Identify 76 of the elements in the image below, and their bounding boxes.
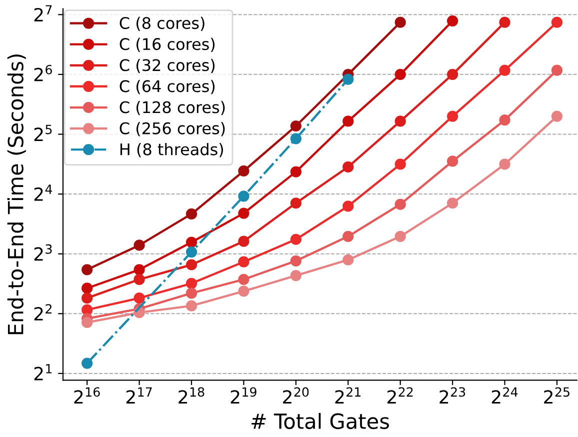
y-tick-label: 2$^{4}$ <box>34 184 52 201</box>
point <box>134 292 145 304</box>
point <box>342 230 354 242</box>
point <box>290 166 302 178</box>
x-tick-label: 2$^{24}$ <box>492 387 518 404</box>
point <box>446 156 458 167</box>
point <box>238 256 250 268</box>
point <box>446 15 458 26</box>
point <box>551 16 562 28</box>
point <box>238 165 250 177</box>
point <box>82 292 93 304</box>
point <box>342 200 354 212</box>
point <box>499 158 510 170</box>
point <box>394 158 406 170</box>
point <box>394 68 406 80</box>
y-tick-label: 2$^{6}$ <box>34 64 52 82</box>
point <box>290 120 302 132</box>
point <box>499 114 510 126</box>
point <box>342 116 354 127</box>
point <box>82 316 93 328</box>
point <box>551 64 562 76</box>
point <box>134 264 145 276</box>
point <box>446 110 458 122</box>
point <box>186 278 198 289</box>
legend-label: H (8 threads) <box>120 143 223 158</box>
x-axis-title: # Total Gates <box>251 412 389 430</box>
y-tick-label: 2$^{5}$ <box>34 124 52 141</box>
point <box>186 236 198 248</box>
x-tick-label: 2$^{23}$ <box>440 387 466 404</box>
point <box>290 234 302 245</box>
point <box>186 208 198 220</box>
point <box>290 270 302 282</box>
legend-label: C (128 cores) <box>120 100 225 116</box>
y-tick-label: 2$^{7}$ <box>34 5 52 22</box>
y-tick-label: 2$^{1}$ <box>34 364 52 380</box>
point <box>186 300 198 312</box>
x-tick-label: 2$^{20}$ <box>283 387 309 404</box>
point <box>446 198 458 209</box>
y-tick-label: 2$^{3}$ <box>34 244 52 261</box>
legend-label: C (16 cores) <box>120 38 215 52</box>
point <box>238 286 250 297</box>
point <box>134 274 145 285</box>
point <box>499 16 510 28</box>
legend-label: C (32 cores) <box>120 58 215 74</box>
point <box>238 274 250 285</box>
x-tick-label: 2$^{16}$ <box>74 387 100 404</box>
point <box>82 282 93 294</box>
x-tick-label: 2$^{22}$ <box>387 387 413 404</box>
point <box>394 16 406 28</box>
point <box>134 240 145 251</box>
x-tick-label: 2$^{19}$ <box>230 387 256 404</box>
point <box>394 116 406 127</box>
y-axis-title: End-to-End Time (Seconds) <box>7 54 26 334</box>
point <box>290 198 302 209</box>
legend-label: C (64 cores) <box>120 80 215 94</box>
x-tick-label: 2$^{21}$ <box>335 387 361 404</box>
point <box>238 208 250 219</box>
x-tick-label: 2$^{25}$ <box>544 387 570 404</box>
point <box>82 358 93 369</box>
legend-label: C (8 cores) <box>120 16 204 31</box>
point <box>186 259 198 270</box>
point <box>290 255 302 266</box>
point <box>342 254 354 266</box>
x-tick-label: 2$^{17}$ <box>126 387 152 404</box>
point <box>342 161 354 173</box>
point <box>238 236 250 247</box>
point <box>499 64 510 76</box>
point <box>394 230 406 242</box>
point <box>186 288 198 299</box>
y-tick-label: 2$^{2}$ <box>34 304 52 320</box>
point <box>446 68 458 80</box>
legend-label: C (256 cores) <box>120 122 225 136</box>
point <box>394 198 406 210</box>
point <box>551 110 562 122</box>
point <box>82 264 93 276</box>
x-tick-label: 2$^{18}$ <box>178 387 204 404</box>
